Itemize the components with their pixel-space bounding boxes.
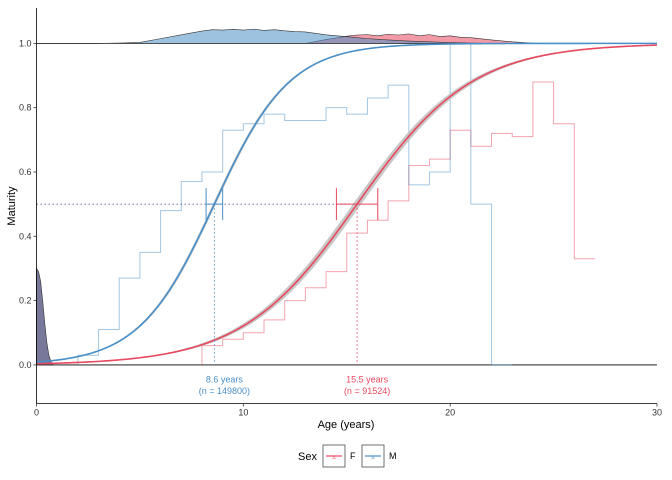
axes	[36, 8, 657, 404]
y-tick-label-1: 1.0	[19, 38, 32, 48]
fit-curve-f	[36, 44, 658, 365]
density-ridge-m	[98, 28, 492, 44]
y-tick-label-0.2: 0.2	[19, 296, 32, 306]
x-tick-label-30: 30	[652, 408, 662, 418]
legend-title: Sex	[298, 451, 317, 463]
y-tick-label-0.8: 0.8	[19, 103, 32, 113]
legend-entry-m: ▵ M	[361, 444, 397, 468]
y-tick-label-0: 0.0	[19, 360, 32, 370]
x-tick-label-20: 20	[445, 408, 455, 418]
fit-curve-m	[36, 42, 657, 363]
legend: Sex ▵ F ▵ M	[298, 444, 397, 468]
y-tick-label-0.4: 0.4	[19, 231, 32, 241]
observed-steps-f	[201, 81, 595, 365]
legend-label-f: F	[350, 451, 356, 461]
ticks: 0 10 20 30 0.0 0.2 0.4 0.6 0.8 1.0	[19, 38, 662, 417]
a50-value-label-f: 15.5 years	[346, 375, 389, 385]
a50-value-label-m: 8.6 years	[206, 375, 244, 385]
a50-n-label-f: (n = 91524)	[344, 386, 390, 396]
observed-steps-m	[77, 42, 513, 366]
y-tick-label-0.6: 0.6	[19, 167, 32, 177]
x-tick-label-10: 10	[238, 408, 248, 418]
plot-area: 15.5 years(n = 91524) 8.6 years(n = 14980…	[36, 28, 658, 396]
legend-key-m-glyph: ▵	[371, 454, 375, 461]
y-axis-title: Maturity	[6, 186, 18, 226]
legend-key-f-glyph: ▵	[332, 454, 336, 461]
x-tick-label-0: 0	[34, 408, 39, 418]
legend-entry-f: ▵ F	[322, 444, 356, 468]
density-immature	[36, 267, 54, 366]
legend-label-m: M	[389, 451, 397, 461]
x-axis-title: Age (years)	[318, 419, 375, 431]
a50-n-label-m: (n = 149800)	[199, 386, 250, 396]
